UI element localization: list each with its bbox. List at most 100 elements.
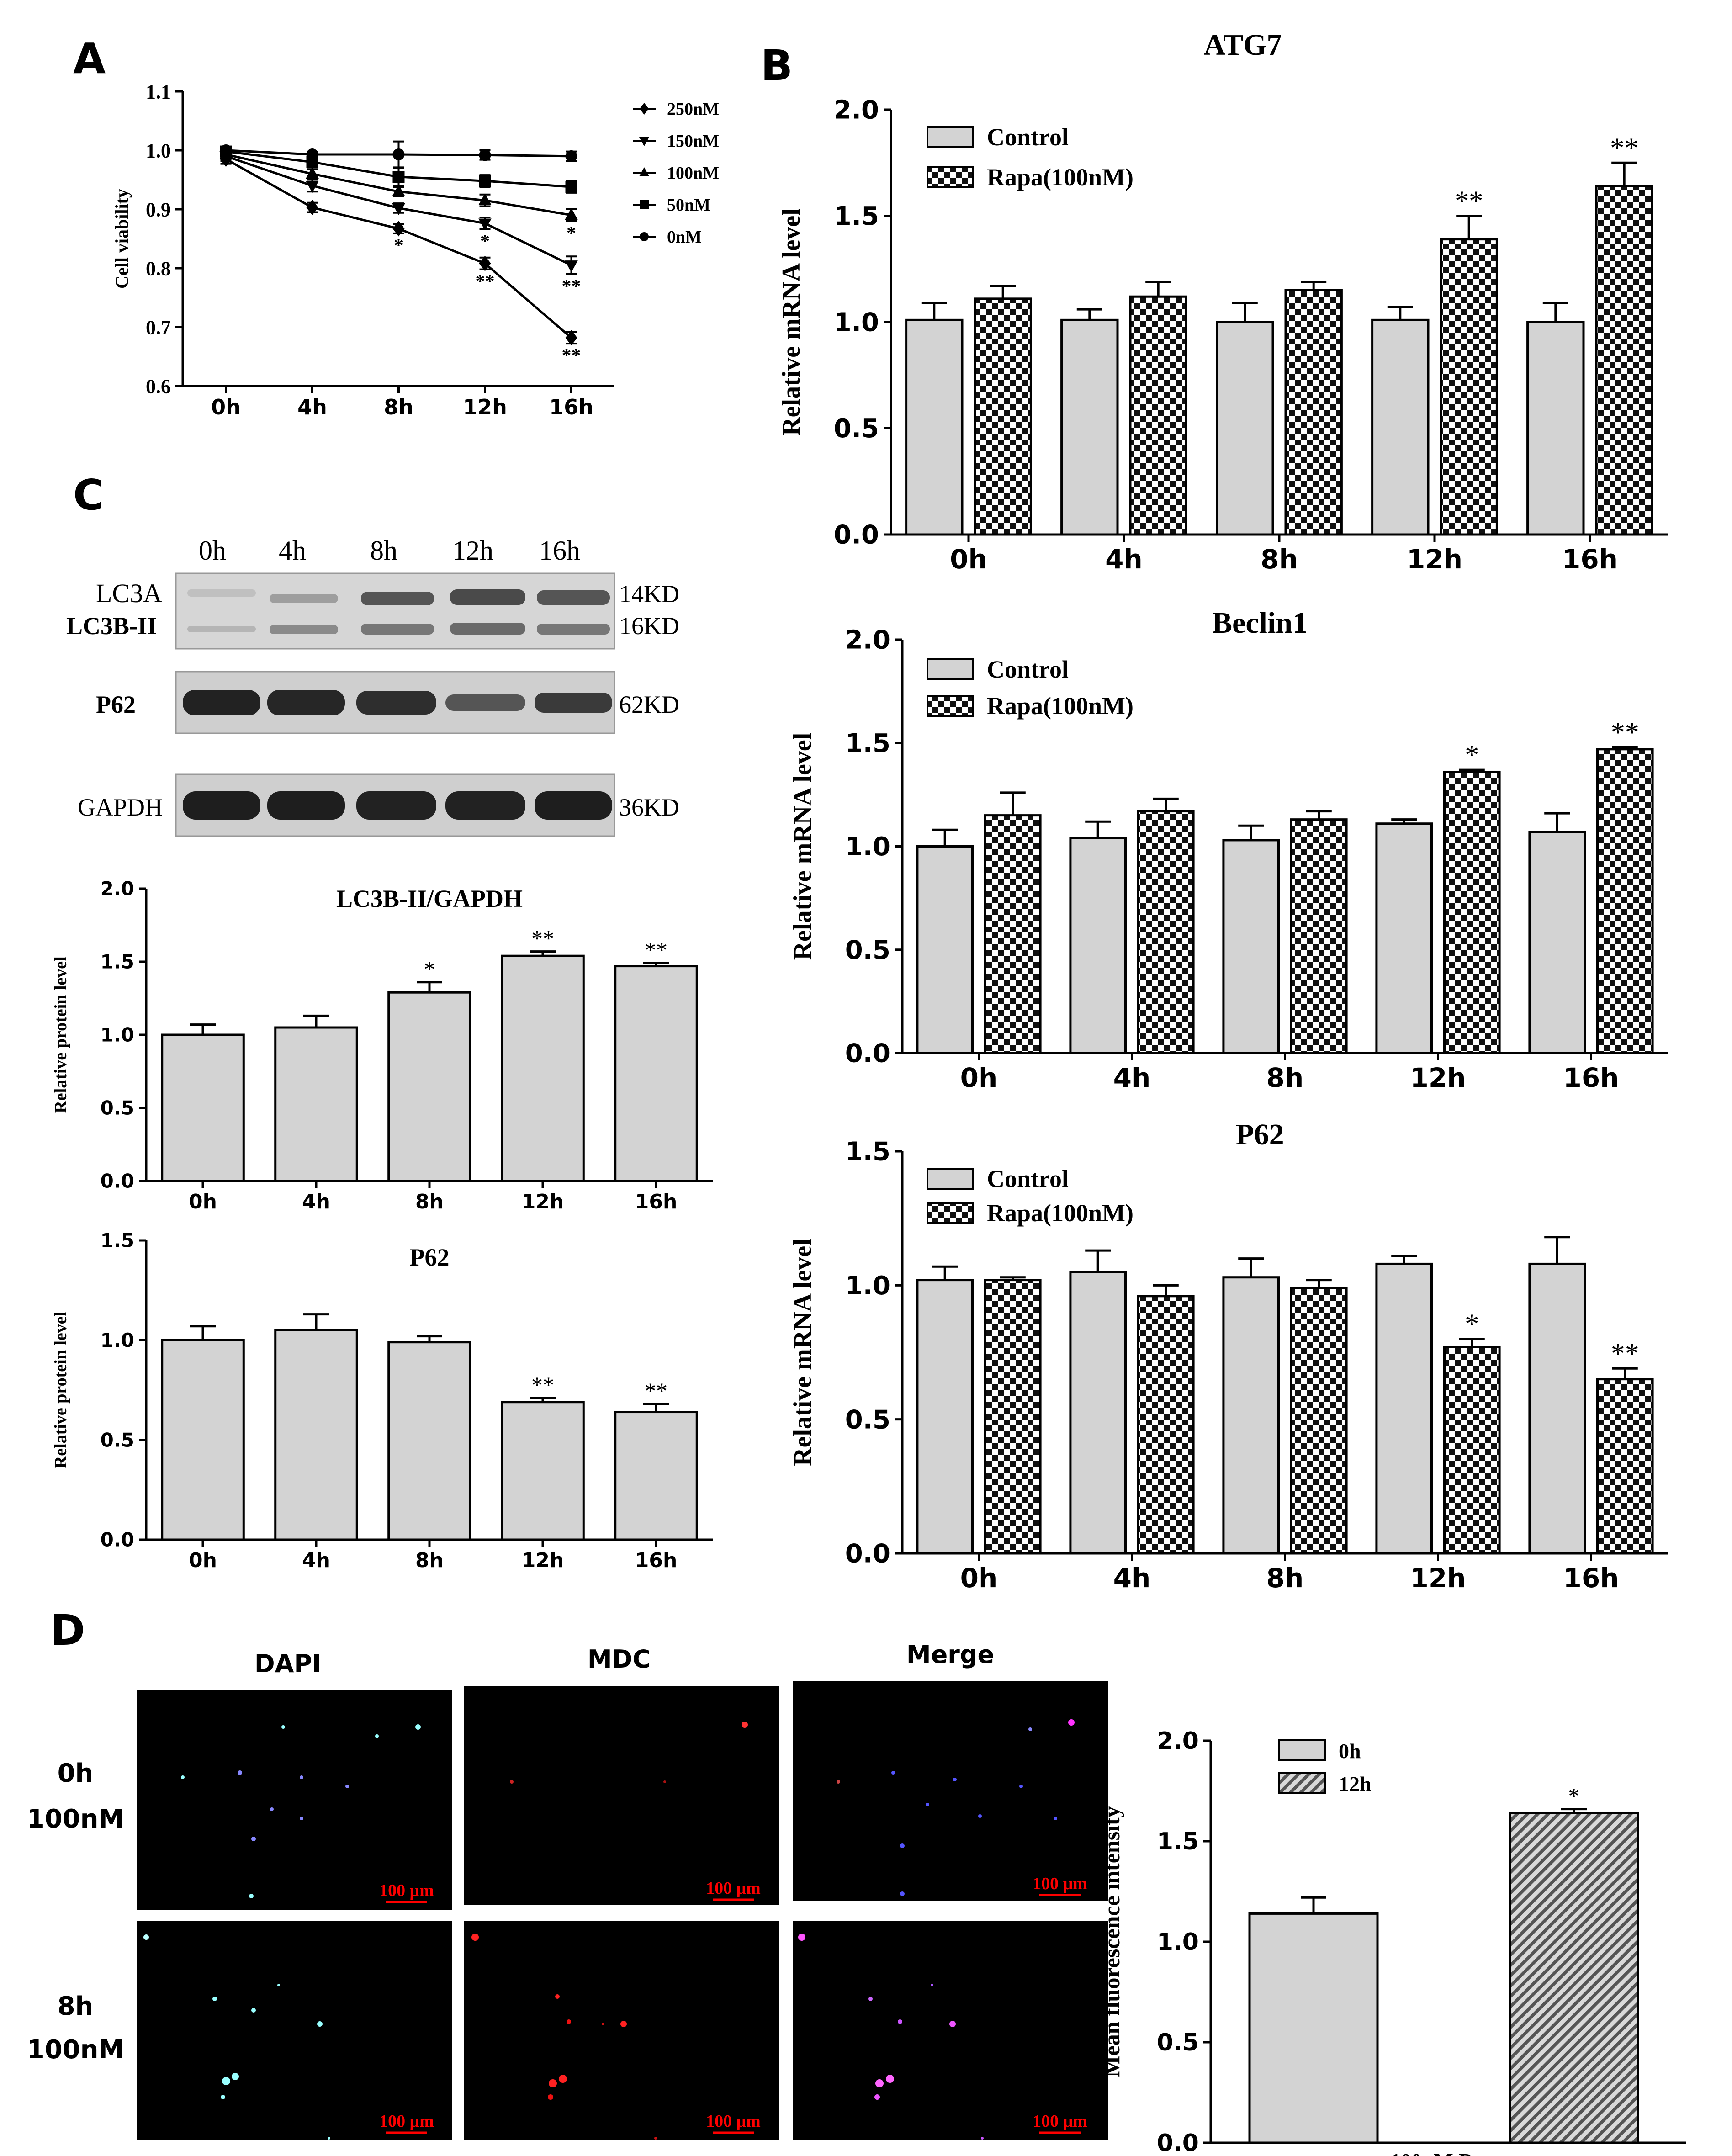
bar: [1069, 837, 1127, 1054]
scale-bar-label: 100 μm: [379, 1881, 434, 1900]
significance-mark: *: [567, 223, 576, 244]
significance-mark: **: [1611, 1338, 1639, 1369]
y-tick-label: 0.5: [101, 1097, 134, 1119]
y-axis-label: Cell viability: [111, 189, 132, 289]
legend: 250nM 150nM 100nM 50nM 0nM: [633, 100, 719, 247]
x-tick-label: 12h: [1410, 1563, 1466, 1594]
y-tick-label: 0.5: [834, 414, 879, 444]
y-axis-label: Relative mRNA level: [789, 733, 817, 960]
bar: [501, 954, 585, 1182]
legend-label: Rapa(100nM): [987, 1199, 1133, 1227]
blot-strip-lc3: [175, 572, 615, 650]
y-tick-label: 0.7: [146, 316, 171, 339]
legend-label: 12h: [1339, 1772, 1372, 1796]
y-tick-label: 2.0: [1157, 1727, 1199, 1755]
marker-triangle-down: [392, 203, 405, 216]
micrograph-merge-0h: [793, 1681, 1108, 1901]
y-axis-label: Relative protein level: [51, 1312, 70, 1468]
micrograph-dapi-0h: [137, 1690, 452, 1910]
bar: [614, 965, 698, 1182]
x-tick-label: 12h: [1407, 544, 1462, 575]
x-tick-label: 16h: [1563, 1563, 1619, 1594]
x-tick-label: 4h: [302, 1549, 330, 1572]
significance-mark: **: [1611, 717, 1639, 748]
significance-mark: *: [424, 956, 435, 982]
marker-diamond: [392, 221, 405, 237]
series-values: *** **: [161, 926, 698, 1182]
series-values: ** **: [161, 1313, 698, 1541]
legend: Control Rapa(100nM): [927, 656, 1133, 720]
micrograph-merge-8h: [793, 1921, 1108, 2140]
x-tick-label: 12h: [1410, 1062, 1466, 1093]
chart-title: Beclin1: [1212, 606, 1308, 640]
y-tick-label: 0.0: [101, 1170, 134, 1192]
y-tick-label: 0.6: [146, 375, 171, 397]
legend-label: 0nM: [667, 228, 702, 247]
legend-swatch: [927, 126, 974, 148]
legend-label: 150nM: [667, 132, 719, 151]
blot-band: [183, 791, 260, 820]
charts-layer: 0.6 0.7 0.8 0.9 1.0 1.1 Cell viability 0h 4h 8h 12…: [51, 28, 1686, 2156]
y-tick-label: 1.5: [1157, 1828, 1199, 1855]
chart-c1: 0.0 0.5 1.0 1.5 2.0 Relative protein level LC3…: [51, 878, 713, 1213]
x-tick-label: 8h: [415, 1190, 444, 1213]
blot-band: [445, 694, 525, 711]
bar: [1137, 810, 1195, 1054]
x-tick-label: 16h: [635, 1190, 678, 1213]
blot-lane-label: 4h: [279, 535, 306, 566]
y-tick-label: 1.0: [1157, 1928, 1199, 1956]
y-tick-label: 0.0: [1157, 2130, 1199, 2156]
significance-mark: **: [531, 1372, 554, 1398]
chart-a: 0.6 0.7 0.8 0.9 1.0 1.1 Cell viability 0h 4h 8h 12…: [111, 80, 719, 419]
series-150nm: ***: [219, 150, 581, 297]
significance-mark: **: [476, 271, 495, 292]
significance-mark: *: [1465, 740, 1479, 771]
bar: [1440, 238, 1498, 536]
micro-row-time: 0h: [58, 1759, 94, 1788]
chart-title: LC3B-II/GAPDH: [336, 885, 523, 912]
legend-swatch: [927, 1168, 974, 1190]
marker-triangle-down: [306, 181, 319, 193]
series-rapa-100nm-: ** **: [974, 132, 1653, 536]
micrograph-grid: DAPI MDC Merge 0h 100nM 8h 100nM: [27, 1640, 1108, 2140]
y-tick-label: 0.5: [1157, 2029, 1199, 2056]
bar: [1137, 1295, 1195, 1555]
micro-row-dose: 100nM: [27, 2035, 124, 2065]
legend-label: Rapa(100nM): [987, 164, 1133, 191]
bar: [1222, 1276, 1280, 1555]
blot-band: [270, 625, 338, 634]
bar: [1596, 1378, 1654, 1555]
bar: [984, 1279, 1042, 1555]
blot-band: [267, 791, 345, 820]
marker-triangle-up: [392, 184, 405, 196]
bar: [1375, 1262, 1433, 1555]
bar: [274, 1329, 358, 1541]
marker-circle: [640, 232, 649, 241]
panel-label-c: C: [73, 471, 104, 519]
legend: Control Rapa(100nM): [927, 1165, 1133, 1227]
y-tick-label: 2.0: [845, 625, 890, 655]
marker-square: [565, 180, 577, 193]
panel-label-a: A: [73, 34, 106, 83]
bar: [1290, 818, 1348, 1054]
y-tick-label: 0.5: [845, 1405, 890, 1435]
blot-lane-label: 16h: [539, 535, 580, 566]
bar: [1060, 318, 1119, 536]
bar: [614, 1411, 698, 1541]
y-tick-label: 1.0: [845, 1271, 890, 1301]
micrograph-dapi-8h: [137, 1921, 452, 2140]
marker-triangle-up: [478, 193, 492, 206]
x-tick-label: 0h: [189, 1190, 217, 1213]
scale-bar-label: 100 μm: [706, 1879, 761, 1898]
legend-label: Control: [987, 123, 1069, 151]
y-tick-label: 1.5: [834, 201, 879, 231]
blot-band: [450, 623, 525, 635]
x-tick-label: 8h: [415, 1549, 444, 1572]
bar: [1284, 289, 1343, 536]
significance-mark: **: [531, 926, 554, 951]
marker-diamond: [479, 255, 491, 271]
chart-b2: 0.0 0.5 1.0 1.5 2.0 Relative mRNA level Beclin…: [789, 606, 1668, 1093]
legend-swatch: [927, 658, 974, 680]
blot-band: [187, 626, 256, 632]
cell-dots-dapi-8h: [143, 1934, 330, 2140]
